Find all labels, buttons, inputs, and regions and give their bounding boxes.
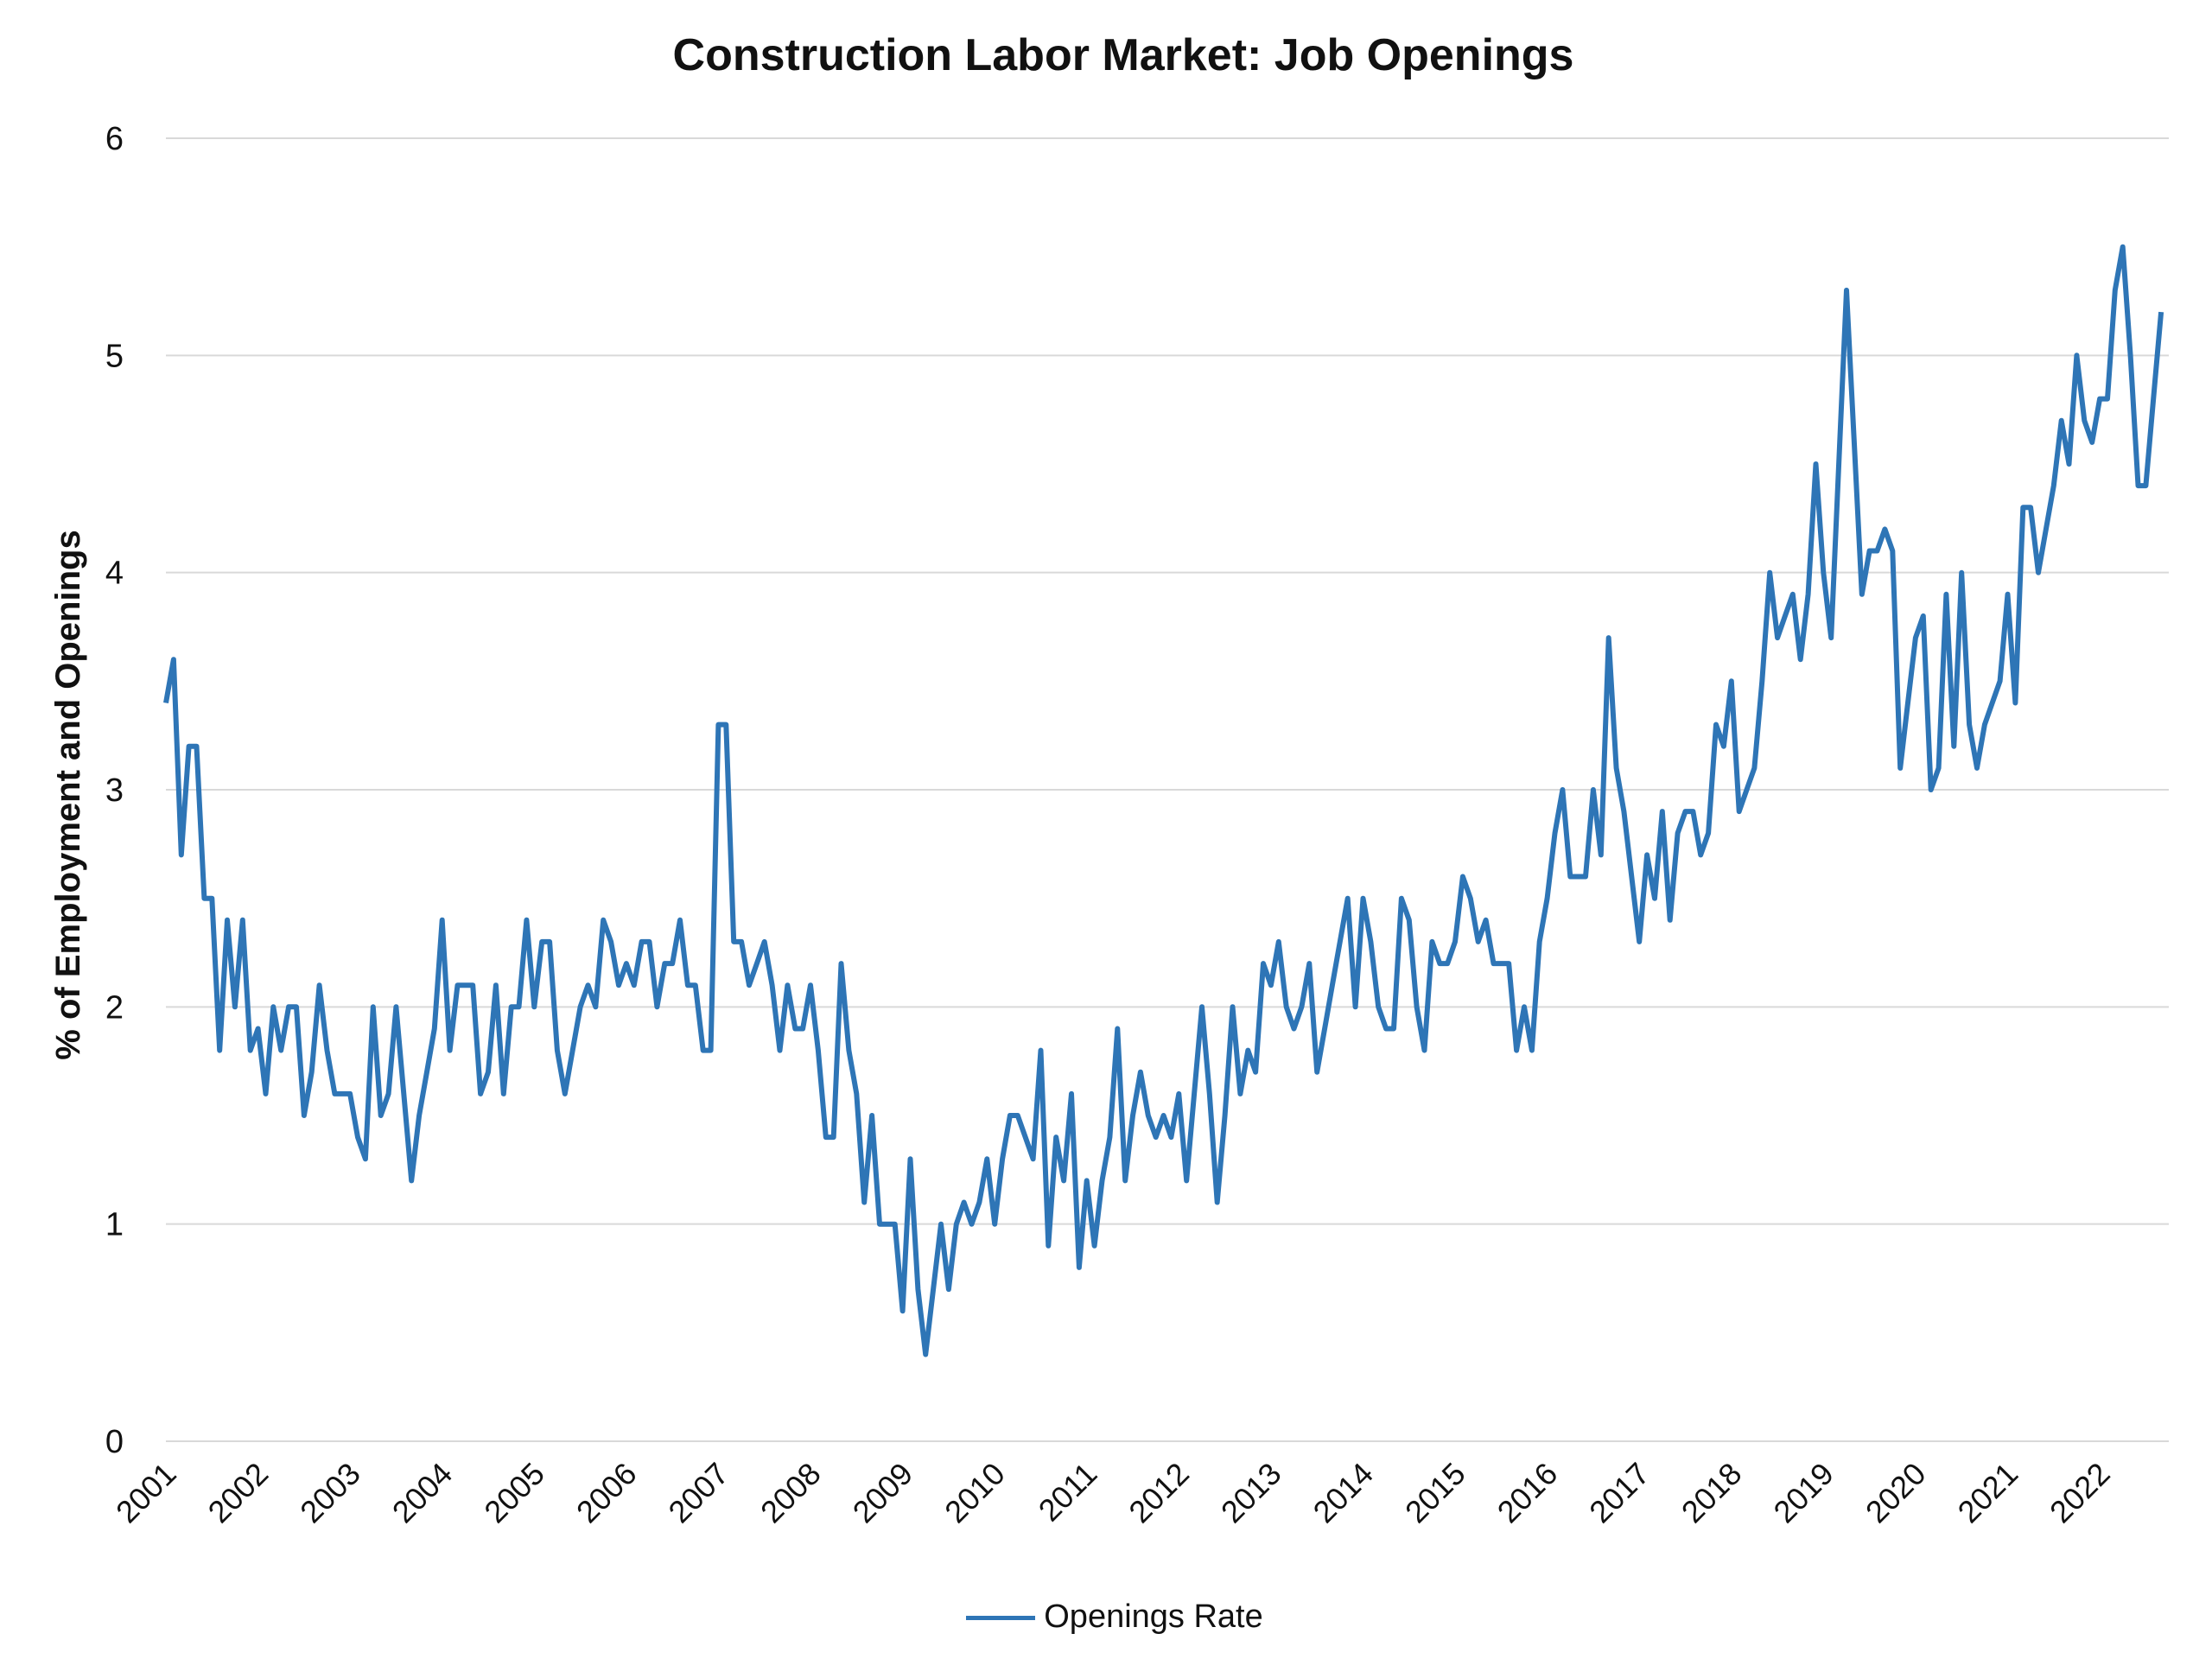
x-tick-label: 2016: [1491, 1456, 1565, 1530]
x-tick-label: 2011: [1032, 1456, 1104, 1529]
x-tick-label: 2001: [109, 1456, 183, 1530]
x-tick-label: 2019: [1766, 1456, 1840, 1530]
x-tick-label: 2017: [1582, 1456, 1656, 1530]
series-layer: [163, 244, 2164, 1357]
x-tick-label: 2009: [846, 1456, 920, 1530]
x-tick-label: 2008: [753, 1456, 828, 1530]
x-tick-label: 2012: [1122, 1456, 1196, 1530]
x-tick-label: 2002: [201, 1456, 276, 1530]
x-tick-label: 2018: [1675, 1456, 1749, 1530]
chart-title: Construction Labor Market: Job Openings: [672, 30, 1574, 80]
x-tick-label: 2015: [1398, 1456, 1472, 1530]
y-axis-label: % of Employment and Openings: [49, 530, 87, 1059]
y-tick-label: 6: [105, 121, 124, 157]
y-tick-label: 0: [105, 1424, 124, 1460]
x-tick-label: 2004: [385, 1456, 460, 1530]
x-axis-ticks: 2001 2002 2003 2004 2005 2006 2007 2008 2009 2010…: [109, 1456, 2117, 1530]
y-tick-label: 2: [105, 989, 124, 1026]
y-axis-ticks: 0 1 2 3 4 5 6: [105, 121, 124, 1460]
y-tick-label: 3: [105, 772, 124, 809]
y-tick-label: 1: [105, 1207, 124, 1243]
gridlines: [166, 137, 2169, 1442]
x-tick-label: 2010: [938, 1456, 1012, 1530]
legend-label-openings-rate: Openings Rate: [1044, 1599, 1263, 1635]
x-tick-label: 2007: [661, 1456, 735, 1530]
x-tick-label: 2014: [1306, 1456, 1381, 1530]
legend-swatch-openings-rate: [966, 1616, 1036, 1621]
x-tick-label: 2021: [1951, 1456, 2025, 1530]
series-line-openings-rate: [163, 244, 2164, 1357]
x-tick-label: 2005: [477, 1456, 551, 1530]
y-tick-label: 5: [105, 338, 124, 374]
legend: Openings Rate: [0, 1599, 2212, 1636]
x-tick-label: 2003: [293, 1456, 367, 1530]
x-tick-label: 2020: [1859, 1456, 1933, 1530]
x-tick-label: 2022: [2043, 1456, 2117, 1530]
x-tick-label: 2013: [1214, 1456, 1288, 1530]
x-tick-label: 2006: [569, 1456, 644, 1530]
y-tick-label: 4: [105, 556, 124, 592]
